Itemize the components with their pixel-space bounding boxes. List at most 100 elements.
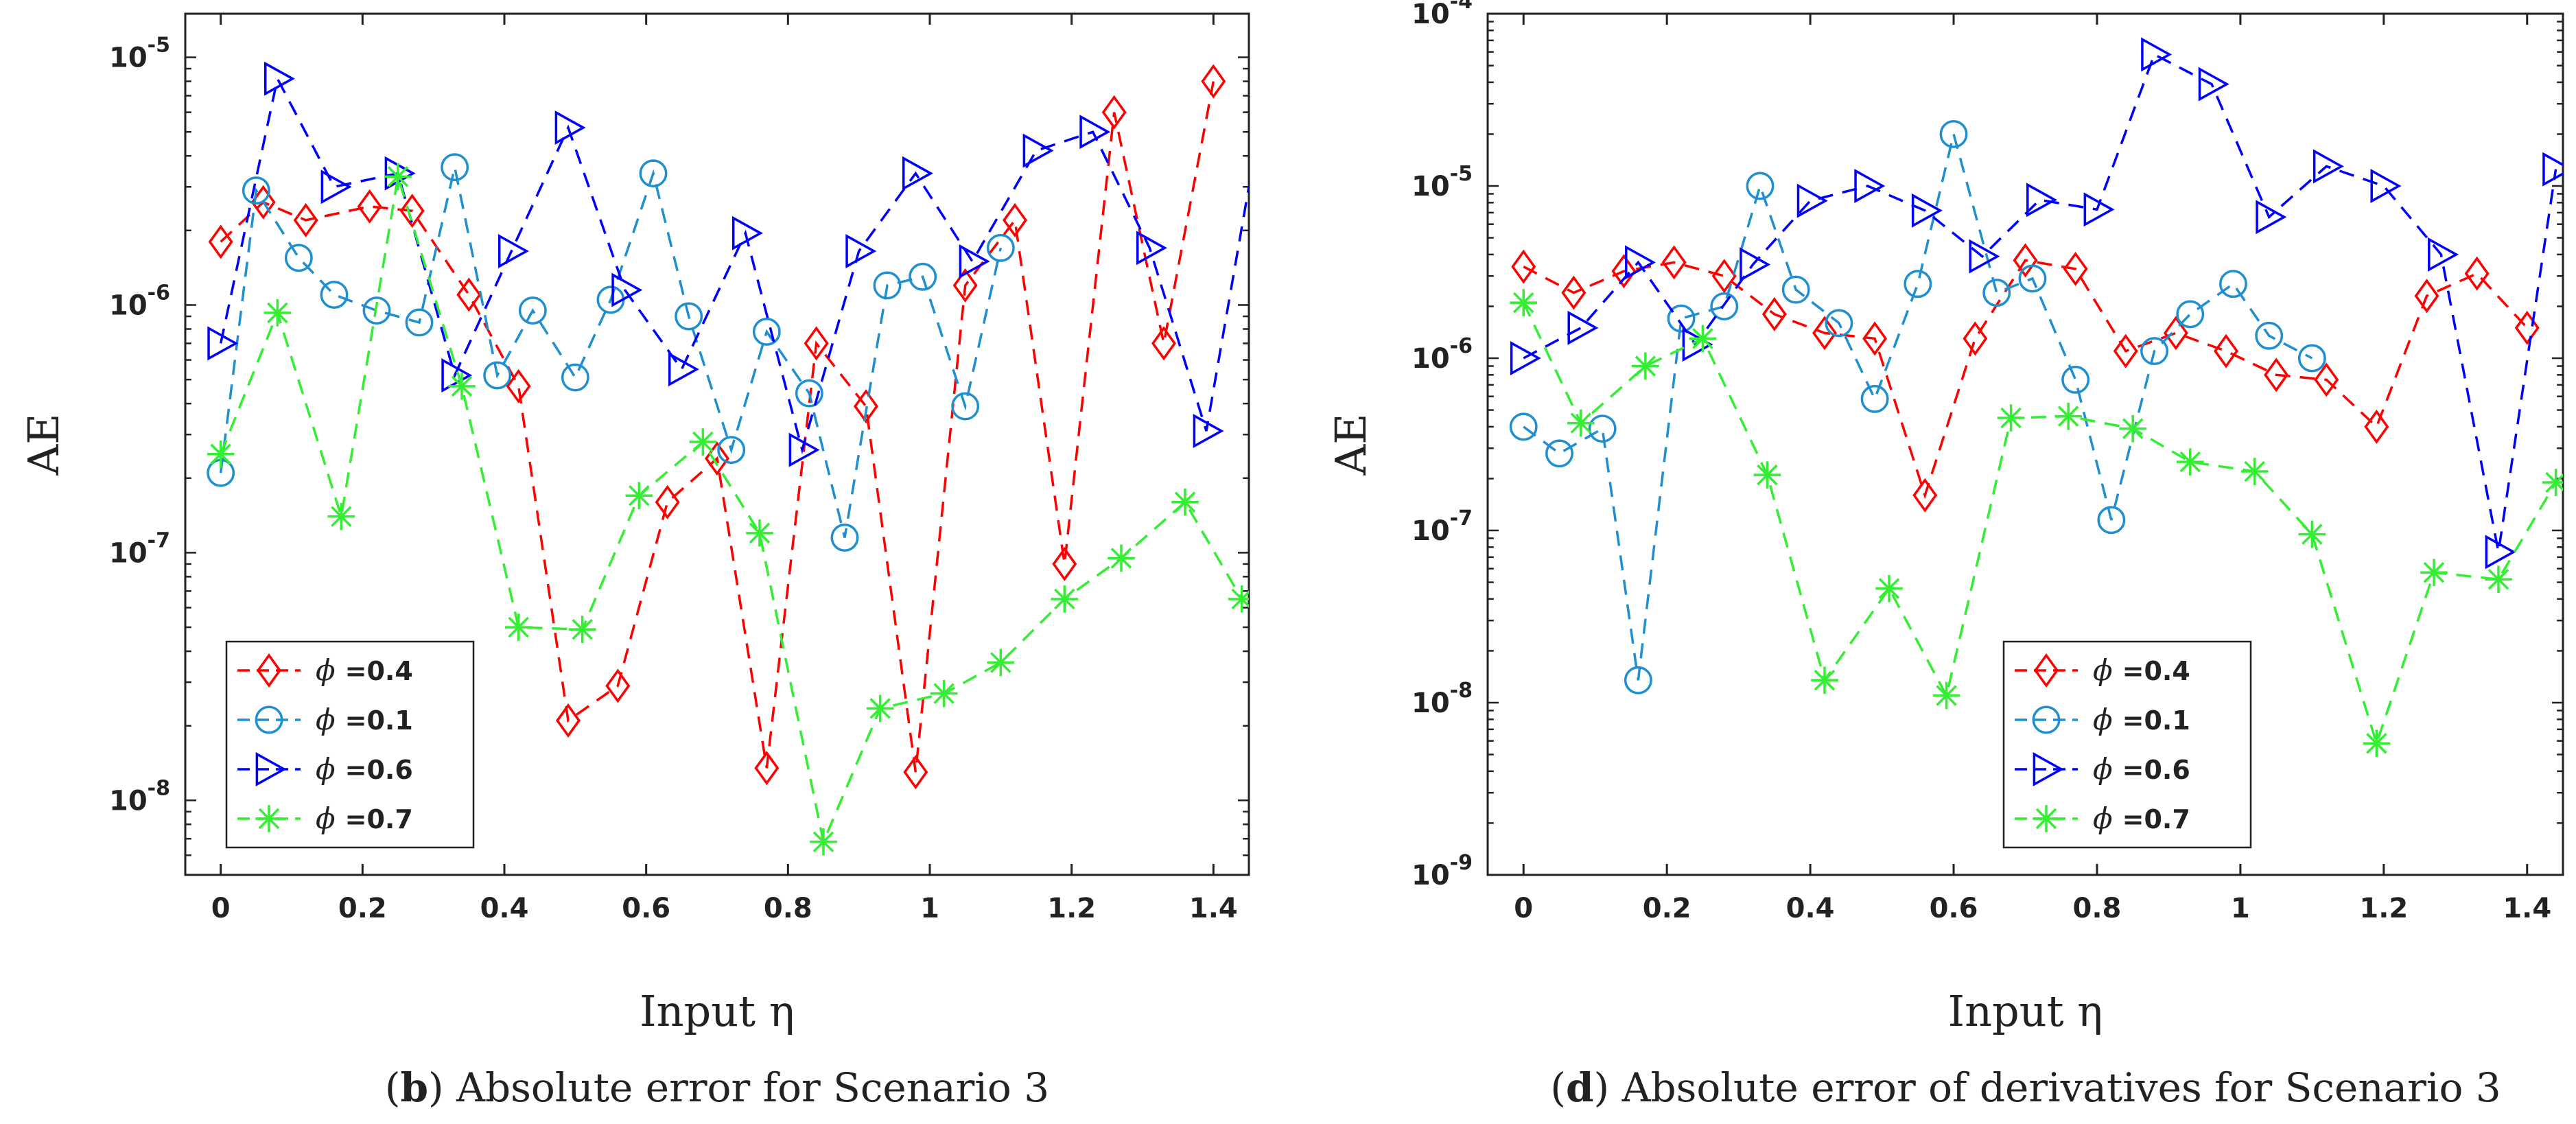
data-point [2255, 321, 2284, 350]
x-tick-label: 1.2 [1047, 893, 1096, 924]
data-point [845, 234, 877, 268]
series-line [219, 75, 1249, 455]
data-point [959, 244, 990, 279]
data-point [987, 648, 1015, 677]
data-point [2363, 729, 2391, 758]
data-point [2297, 344, 2326, 373]
data-point [1939, 119, 1968, 148]
data-point [2198, 67, 2229, 102]
data-point [752, 317, 781, 346]
x-tick-label: 0.4 [480, 893, 529, 924]
y-tick-label: 10-8 [1412, 679, 1473, 719]
data-point [1624, 666, 1652, 694]
data-point [2097, 506, 2126, 535]
data-point [293, 202, 318, 237]
legend-marker [2034, 653, 2059, 688]
data-point [448, 373, 476, 400]
data-point [2414, 279, 2439, 314]
data-point [2018, 264, 2047, 293]
data-point [497, 234, 529, 268]
data-point [441, 358, 473, 393]
plot-area [184, 12, 1250, 876]
data-point [1567, 409, 1595, 437]
data-point [830, 524, 859, 552]
series-3 [207, 163, 1249, 856]
data-point [903, 755, 928, 790]
data-point [1003, 202, 1027, 237]
data-point [2013, 243, 2038, 278]
y-tick-label: 10-5 [109, 34, 170, 74]
data-point [1862, 321, 1888, 356]
data-point [1904, 270, 1932, 298]
data-point [320, 281, 349, 309]
data-point [2214, 333, 2239, 368]
data-point [2063, 251, 2088, 286]
data-point [384, 156, 416, 191]
data-point [2119, 414, 2146, 443]
data-point [1875, 574, 1903, 602]
data-point [1545, 439, 1573, 468]
data-point [2370, 169, 2402, 203]
data-point [1151, 326, 1176, 361]
legend-marker [257, 653, 281, 688]
y-tick-label: 10-6 [1412, 334, 1473, 375]
x-tick-label: 1.4 [2503, 893, 2551, 924]
plot-area [1486, 12, 2564, 876]
data-point [1136, 231, 1167, 266]
data-point [655, 484, 680, 519]
data-point [2514, 310, 2540, 345]
series-line [1523, 133, 2313, 681]
data-point [689, 428, 717, 456]
y-tick-label: 10-9 [1412, 851, 1473, 891]
data-point [2264, 358, 2289, 393]
data-point [873, 271, 902, 300]
data-point [2083, 192, 2115, 227]
data-point [754, 751, 780, 786]
data-point [1108, 544, 1135, 572]
data-point [2312, 149, 2344, 184]
x-tick-label: 0.8 [764, 893, 812, 924]
data-point [1193, 414, 1224, 449]
series-line [220, 81, 1215, 773]
legend-label: ϕ =0.6 [2093, 752, 2190, 786]
data-point [357, 189, 382, 224]
data-point [2240, 458, 2269, 485]
data-point [930, 679, 958, 707]
data-point [605, 668, 631, 703]
data-point [2219, 270, 2247, 298]
data-point [1510, 289, 1538, 316]
legend-entry: ϕ =0.7 [237, 801, 413, 835]
data-point [506, 368, 531, 403]
data-point [2485, 565, 2512, 594]
x-tick-label: 1.2 [2359, 893, 2408, 924]
x-tick-label: 1.4 [1189, 893, 1238, 924]
data-point [1710, 292, 1739, 320]
data-point [399, 194, 425, 229]
series-3 [1510, 289, 2563, 758]
y-tick-label: 10-7 [1412, 506, 1473, 547]
x-tick-label: 1 [920, 893, 939, 924]
x-tick-label: 0.4 [1786, 893, 1835, 924]
legend-box [225, 640, 475, 849]
series-0 [1511, 243, 2540, 513]
data-point [1711, 259, 1737, 294]
legend-label: ϕ =0.7 [316, 801, 413, 835]
data-point [362, 296, 391, 325]
data-point [1963, 321, 1988, 356]
data-point [1969, 239, 2000, 274]
data-point [1079, 115, 1111, 150]
data-point [1796, 183, 1828, 218]
data-point [2464, 256, 2490, 291]
data-point [207, 326, 239, 361]
data-point [1661, 245, 1687, 280]
data-point [1022, 133, 1054, 168]
data-point [1753, 461, 1781, 489]
legend-label: ϕ =0.7 [2093, 801, 2190, 835]
legend-marker [2033, 805, 2060, 832]
data-point [1689, 325, 1717, 353]
plot-series [207, 61, 1249, 856]
data-point [561, 363, 589, 392]
data-point [1997, 404, 2025, 432]
data-point [952, 268, 978, 303]
data-point [1761, 296, 1787, 331]
